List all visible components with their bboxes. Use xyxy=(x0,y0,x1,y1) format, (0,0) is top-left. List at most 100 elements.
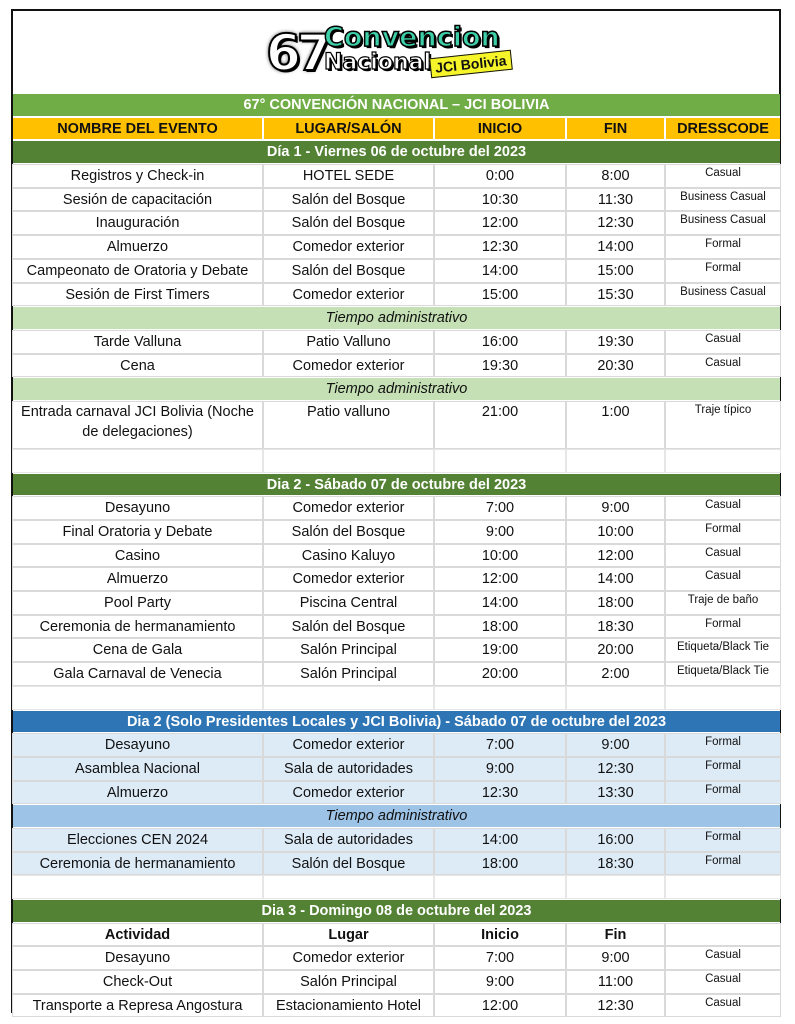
dresscode-cell: Traje de baño xyxy=(665,591,781,615)
start-time-cell: 14:00 xyxy=(434,591,566,615)
convention-logo: 67 Convencion Nacional JCI Bolivia xyxy=(262,21,522,83)
table-row: Sesión de capacitación Salón del Bosque 10… xyxy=(12,187,781,212)
place-cell xyxy=(263,448,434,473)
start-time-cell: 12:30 xyxy=(434,235,566,259)
empty-row xyxy=(12,685,781,710)
empty-row xyxy=(12,875,781,899)
place-cell: Salón del Bosque xyxy=(263,187,434,212)
table-title: 67° CONVENCIÓN NACIONAL – JCI BOLIVIA xyxy=(13,94,780,116)
place-cell: Sala de autoridades xyxy=(263,756,434,781)
dresscode-cell: Formal xyxy=(665,520,781,544)
table-row: Cena de Gala Salón Principal 19:00 20:00 Eti… xyxy=(12,638,781,663)
table-row: Campeonato de Oratoria y Debate Salón del… xyxy=(12,258,781,283)
table-row: Ceremonia de hermanamiento Salón del Bosq… xyxy=(12,851,781,876)
event-name-cell: Final Oratoria y Debate xyxy=(12,520,263,544)
dresscode-cell: Traje típico xyxy=(665,400,781,449)
event-name-cell: Registros y Check-in xyxy=(12,164,263,188)
end-time-cell: 18:30 xyxy=(566,614,665,639)
header-row: NOMBRE DEL EVENTO LUGAR/SALÓN INICIO FIN… xyxy=(13,117,780,140)
event-name-cell: Desayuno xyxy=(12,733,263,757)
start-time-cell xyxy=(434,685,566,710)
end-time-cell: 12:30 xyxy=(566,756,665,781)
event-name-cell: Inauguración xyxy=(12,211,263,236)
place-cell: Comedor exterior xyxy=(263,946,434,971)
logo-line1: Convencion xyxy=(323,21,500,54)
place-cell: Salón Principal xyxy=(263,638,434,663)
end-time-cell: 14:00 xyxy=(566,235,665,259)
table-row: Sesión de First Timers Comedor exterior 15… xyxy=(12,282,781,307)
table-row: Asamblea Nacional Sala de autoridades 9:00… xyxy=(12,756,781,781)
dresscode-cell: Casual xyxy=(665,946,781,971)
end-time-cell: 13:30 xyxy=(566,780,665,805)
start-time-cell: 19:00 xyxy=(434,638,566,663)
schedule-table: 67° CONVENCIÓN NACIONAL – JCI BOLIVIA NO… xyxy=(12,94,781,1018)
end-time-cell: 20:30 xyxy=(566,353,665,378)
event-name-cell xyxy=(12,685,263,710)
table-row: Almuerzo Comedor exterior 12:00 14:00 Casual xyxy=(12,567,781,592)
event-name-cell: Gala Carnaval de Venecia xyxy=(12,662,263,686)
end-time-cell: 14:00 xyxy=(566,567,665,592)
event-name-cell: Ceremonia de hermanamiento xyxy=(12,614,263,639)
event-name-cell: Tarde Valluna xyxy=(12,329,263,354)
event-name-cell: Transporte a Represa Angostura xyxy=(12,993,263,1018)
dresscode-cell: Formal xyxy=(665,780,781,805)
end-time-cell xyxy=(566,448,665,473)
start-time-cell: Inicio xyxy=(434,922,566,947)
end-time-cell: 8:00 xyxy=(566,164,665,188)
logo-number: 67 xyxy=(265,23,333,83)
dresscode-cell: Formal xyxy=(665,756,781,781)
table-row: Gala Carnaval de Venecia Salón Principal 2… xyxy=(12,662,781,686)
start-time-cell: 9:00 xyxy=(434,756,566,781)
end-time-cell: 15:00 xyxy=(566,258,665,283)
end-time-cell: 18:00 xyxy=(566,591,665,615)
start-time-cell: 20:00 xyxy=(434,662,566,686)
start-time-cell: 9:00 xyxy=(434,520,566,544)
place-cell: HOTEL SEDE xyxy=(263,164,434,188)
dresscode-cell xyxy=(665,448,781,473)
table-row: Desayuno Comedor exterior 7:00 9:00 Casual xyxy=(12,496,781,520)
place-cell: Comedor exterior xyxy=(263,780,434,805)
dresscode-cell: Business Casual xyxy=(665,211,781,236)
day-header: Dia 2 - Sábado 07 de octubre del 2023 xyxy=(13,473,780,496)
event-name-cell: Pool Party xyxy=(12,591,263,615)
place-cell: Comedor exterior xyxy=(263,733,434,757)
place-cell: Comedor exterior xyxy=(263,567,434,592)
start-time-cell: 12:30 xyxy=(434,780,566,805)
start-time-cell xyxy=(434,448,566,473)
table-row: Entrada carnaval JCI Bolivia (Noche de d… xyxy=(12,400,781,449)
event-name-cell: Desayuno xyxy=(12,946,263,971)
end-time-cell: 11:30 xyxy=(566,187,665,212)
end-time-cell: 19:30 xyxy=(566,329,665,354)
end-time-cell: 1:00 xyxy=(566,400,665,449)
place-cell: Salón del Bosque xyxy=(263,520,434,544)
end-time-cell: 15:30 xyxy=(566,282,665,307)
place-cell: Lugar xyxy=(263,922,434,947)
header-end: FIN xyxy=(567,117,664,140)
start-time-cell: 14:00 xyxy=(434,827,566,852)
event-name-cell: Almuerzo xyxy=(12,780,263,805)
header-start: INICIO xyxy=(435,117,565,140)
start-time-cell xyxy=(434,875,566,899)
admin-time-row: Tiempo administrativo xyxy=(13,805,780,827)
event-name-cell xyxy=(12,875,263,899)
end-time-cell: 9:00 xyxy=(566,496,665,520)
dresscode-cell: Formal xyxy=(665,827,781,852)
start-time-cell: 18:00 xyxy=(434,614,566,639)
table-row: Casino Casino Kaluyo 10:00 12:00 Casual xyxy=(12,543,781,568)
end-time-cell: 18:30 xyxy=(566,851,665,876)
start-time-cell: 21:00 xyxy=(434,400,566,449)
event-name-cell: Campeonato de Oratoria y Debate xyxy=(12,258,263,283)
start-time-cell: 18:00 xyxy=(434,851,566,876)
start-time-cell: 0:00 xyxy=(434,164,566,188)
table-row: Transporte a Represa Angostura Estacionam… xyxy=(12,993,781,1018)
event-name-cell: Elecciones CEN 2024 xyxy=(12,827,263,852)
place-cell: Salón del Bosque xyxy=(263,211,434,236)
event-name-cell: Cena xyxy=(12,353,263,378)
dresscode-cell: Casual xyxy=(665,164,781,188)
dresscode-cell: Casual xyxy=(665,329,781,354)
end-time-cell: 11:00 xyxy=(566,970,665,994)
start-time-cell: 12:00 xyxy=(434,211,566,236)
table-row: Registros y Check-in HOTEL SEDE 0:00 8:00 Ca… xyxy=(12,164,781,188)
event-name-cell: Sesión de capacitación xyxy=(12,187,263,212)
place-cell xyxy=(263,685,434,710)
